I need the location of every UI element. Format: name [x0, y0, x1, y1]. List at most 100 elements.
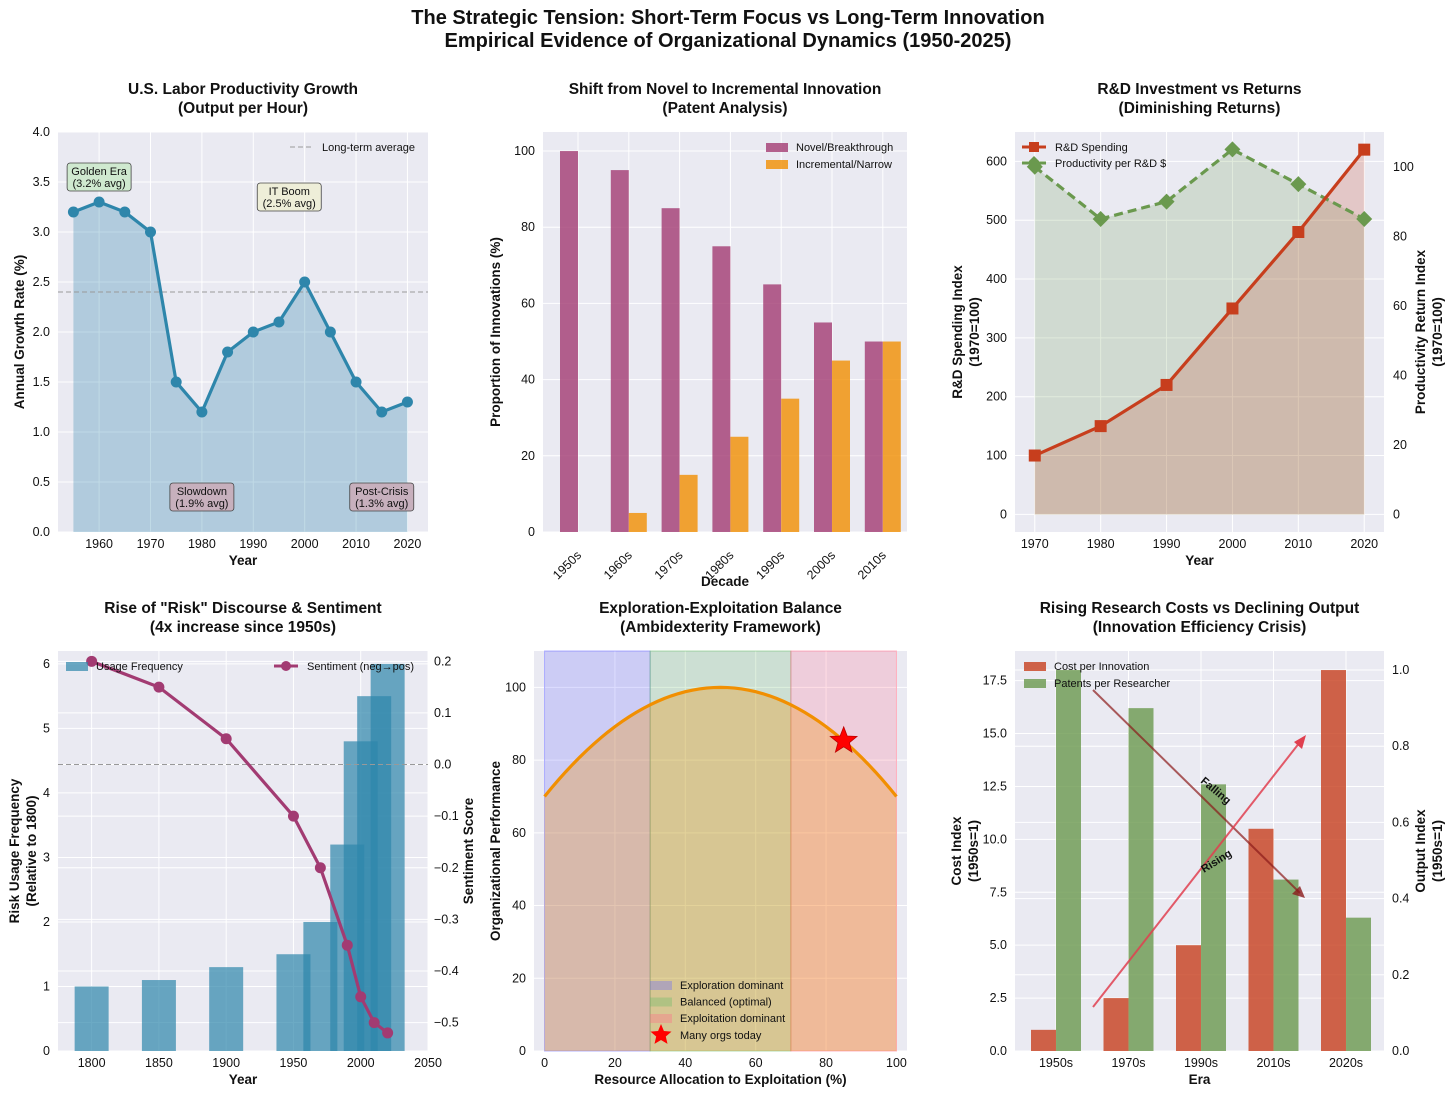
legend-swatch	[281, 661, 291, 671]
y-tick-label-left: 600	[986, 154, 1007, 168]
y-tick-label-left: 6	[43, 657, 50, 671]
panel-subtitle: (4x increase since 1950s)	[150, 619, 336, 636]
y-axis-label-left: R&D Spending Index	[950, 265, 965, 399]
bar-novel	[560, 151, 578, 533]
bar-output	[1273, 879, 1299, 1051]
y-tick-label: 4.0	[33, 125, 50, 139]
x-tick-label: 2000	[347, 1056, 375, 1070]
y-tick-label-left: 15.0	[983, 727, 1007, 741]
y-tick-label-right: 0.6	[1392, 815, 1409, 829]
y-tick-label-right: 0.2	[434, 654, 451, 668]
bar-incremental	[781, 398, 800, 532]
y-tick-label: 80	[521, 220, 535, 234]
legend-swatch	[766, 160, 788, 169]
x-tick-label: 1980	[1087, 537, 1115, 551]
data-point-sentiment	[314, 862, 326, 874]
x-tick-label: 1970s	[1111, 1056, 1145, 1070]
x-tick-label: 1970	[137, 537, 165, 551]
y-tick-label-left: 400	[986, 272, 1007, 286]
x-tick-label: 1850	[145, 1056, 173, 1070]
bar-cost	[1103, 998, 1129, 1051]
x-tick-label: 60	[749, 1056, 763, 1070]
legend-label: Exploitation dominant	[680, 1013, 785, 1025]
panel-title: Shift from Novel to Incremental Innovati…	[569, 81, 882, 98]
y-tick-label: 2.5	[33, 275, 50, 289]
data-point	[273, 316, 285, 328]
x-tick-label: 0	[541, 1056, 548, 1070]
data-point-returns	[1092, 210, 1109, 227]
y-tick-label-right: 0.0	[434, 758, 451, 772]
bar-novel	[610, 170, 629, 532]
bar-cost	[1321, 670, 1346, 1051]
y-axis-label-left-unit: (Relative to 1800)	[24, 795, 39, 906]
y-tick-label-right: 0	[1393, 508, 1400, 522]
data-point-spending	[1028, 449, 1041, 462]
y-tick-label-left: 10.0	[983, 832, 1007, 846]
data-point	[67, 206, 79, 218]
legend-label: Long-term average	[322, 142, 415, 154]
y-tick-label-left: 2	[43, 915, 50, 929]
bar-novel	[763, 284, 782, 532]
panel-title: Exploration-Exploitation Balance	[599, 600, 842, 617]
series-line-returns	[1033, 147, 1365, 221]
y-tick-label-left: 5	[43, 721, 50, 735]
legend-swatch	[1024, 679, 1046, 688]
y-tick-label-left: 200	[986, 390, 1007, 404]
figure-subtitle: Empirical Evidence of Organizational Dyn…	[445, 30, 1012, 52]
x-tick-label: 1950	[280, 1056, 308, 1070]
y-tick-label: 3.0	[33, 225, 50, 239]
legend-label: Usage Frequency	[96, 661, 183, 673]
bar-novel	[661, 208, 680, 532]
bar-incremental	[730, 436, 749, 532]
y-tick-label-left: 1	[43, 979, 50, 993]
chart-patents: Shift from Novel to Incremental Innovati…	[488, 81, 907, 589]
y-tick-label: 60	[521, 296, 535, 310]
data-point	[324, 326, 336, 338]
x-tick-label: 1980	[188, 537, 216, 551]
y-tick-label-right: −0.3	[434, 912, 459, 926]
y-tick-label-right: 40	[1393, 368, 1407, 382]
panel-title: U.S. Labor Productivity Growth	[128, 81, 358, 98]
x-tick-label: 2000	[291, 537, 319, 551]
data-point	[196, 406, 208, 418]
bar-cost	[1176, 945, 1201, 1051]
x-tick-label: 2010s	[1256, 1056, 1290, 1070]
y-tick-label: 0.5	[33, 475, 50, 489]
bar-cost	[1248, 828, 1274, 1051]
annotation-box	[66, 162, 132, 192]
panel-subtitle: (Output per Hour)	[178, 100, 308, 117]
y-tick-label: 1.5	[33, 375, 50, 389]
chart-risk: Rise of "Risk" Discourse & Sentiment (4x …	[7, 600, 476, 1087]
legend-swatch	[1029, 142, 1039, 152]
annotation-text: (1.3% avg)	[355, 498, 408, 510]
annotation-text: Post-Crisis	[355, 486, 409, 498]
x-tick-label: 2000s	[804, 548, 838, 582]
y-tick-label-right: 20	[1393, 438, 1407, 452]
legend-swatch	[66, 662, 88, 671]
y-tick-label-left: 5.0	[990, 938, 1007, 952]
x-tick-label: 1900	[212, 1056, 240, 1070]
bar-usage	[370, 663, 405, 1051]
data-point-returns	[1224, 141, 1241, 158]
y-tick-label: 3.5	[33, 175, 50, 189]
data-point-spending	[1094, 420, 1107, 433]
panel-subtitle: (Patent Analysis)	[662, 100, 787, 117]
annotation-text: Golden Era	[71, 166, 128, 178]
x-tick-label: 1960s	[601, 548, 635, 582]
x-tick-label: 1990s	[1184, 1056, 1218, 1070]
data-point-sentiment	[341, 939, 353, 951]
x-tick-label: 2050	[414, 1056, 442, 1070]
bar-usage	[209, 967, 244, 1051]
x-axis-label: Decade	[701, 574, 750, 589]
y-tick-label-right: 100	[1393, 160, 1414, 174]
data-point	[299, 276, 311, 288]
y-tick-label-right: −0.1	[434, 809, 459, 823]
y-tick-label-left: 3	[43, 850, 50, 864]
legend-label: Incremental/Narrow	[796, 159, 892, 171]
x-tick-label: 80	[819, 1056, 833, 1070]
y-tick-label-right: 0.8	[1392, 739, 1409, 753]
annotation-box	[169, 482, 235, 512]
region-exploitation	[790, 650, 897, 1052]
figure-title: The Strategic Tension: Short-Term Focus …	[411, 7, 1044, 29]
y-tick-label-left: 4	[43, 786, 50, 800]
